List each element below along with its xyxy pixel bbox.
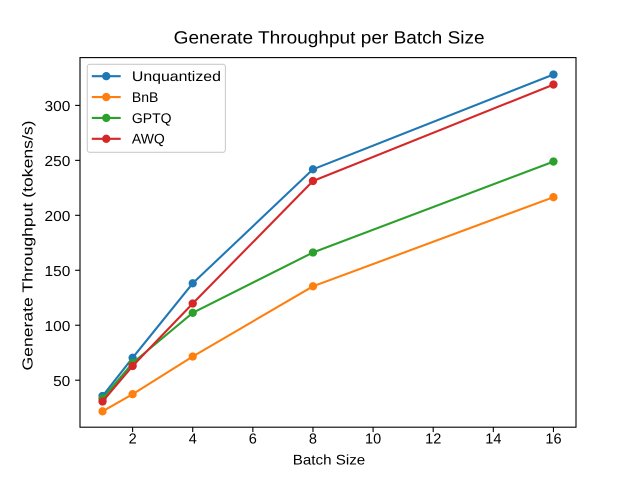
- svg-text:Generate Throughput per Batch: Generate Throughput per Batch Size: [174, 28, 485, 48]
- svg-text:100: 100: [45, 319, 71, 335]
- svg-text:4: 4: [189, 432, 197, 448]
- svg-text:150: 150: [45, 264, 71, 280]
- svg-text:16: 16: [545, 432, 561, 448]
- svg-text:300: 300: [45, 99, 71, 115]
- svg-text:2: 2: [129, 432, 137, 448]
- svg-text:250: 250: [45, 154, 71, 170]
- svg-text:GPTQ: GPTQ: [132, 110, 172, 126]
- svg-text:Unquantized: Unquantized: [132, 68, 221, 84]
- svg-text:14: 14: [485, 432, 501, 448]
- svg-text:12: 12: [425, 432, 441, 448]
- svg-text:200: 200: [45, 209, 71, 225]
- svg-text:AWQ: AWQ: [132, 131, 165, 147]
- svg-text:6: 6: [249, 432, 257, 448]
- svg-text:BnB: BnB: [132, 89, 158, 105]
- svg-text:8: 8: [309, 432, 317, 448]
- svg-text:Batch Size: Batch Size: [293, 451, 366, 467]
- svg-text:Generate Throughput (tokens/s): Generate Throughput (tokens/s): [21, 121, 37, 371]
- svg-text:50: 50: [53, 374, 70, 390]
- svg-text:10: 10: [365, 432, 381, 448]
